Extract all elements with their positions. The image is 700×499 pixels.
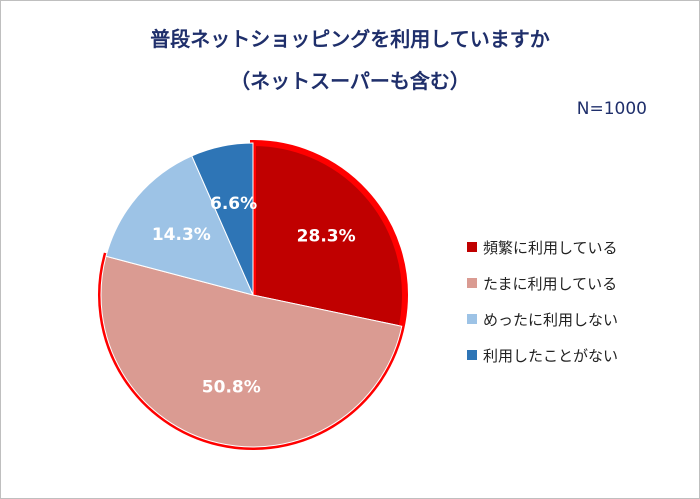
pie-slice <box>105 155 254 296</box>
legend-label: 利用したことがない <box>483 346 619 365</box>
legend-label: めったに利用しない <box>483 310 619 329</box>
chart-title: 普段ネットショッピングを利用していますか <box>150 27 550 51</box>
sample-size: N=1000 <box>576 99 647 119</box>
data-label: 50.8% <box>202 378 261 398</box>
legend-item: めったに利用しない <box>467 301 618 337</box>
legend-swatch <box>467 350 477 360</box>
legend-swatch <box>467 278 477 288</box>
data-label: 28.3% <box>297 227 356 247</box>
legend-item: たまに利用している <box>467 265 618 301</box>
pie-slice <box>191 142 254 296</box>
data-label: 14.3% <box>152 225 211 245</box>
data-label: 6.6% <box>210 194 257 214</box>
legend-swatch <box>467 314 477 324</box>
legend-label: たまに利用している <box>483 274 618 293</box>
legend-item: 頻繁に利用している <box>467 229 618 265</box>
legend-item: 利用したことがない <box>467 337 618 373</box>
legend: 頻繁に利用している たまに利用している めったに利用しない 利用したことがない <box>467 229 618 373</box>
pie-slice <box>100 255 403 448</box>
legend-label: 頻繁に利用している <box>483 238 618 257</box>
legend-swatch <box>467 242 477 252</box>
chart-subtitle: （ネットスーパーも含む） <box>230 69 470 93</box>
